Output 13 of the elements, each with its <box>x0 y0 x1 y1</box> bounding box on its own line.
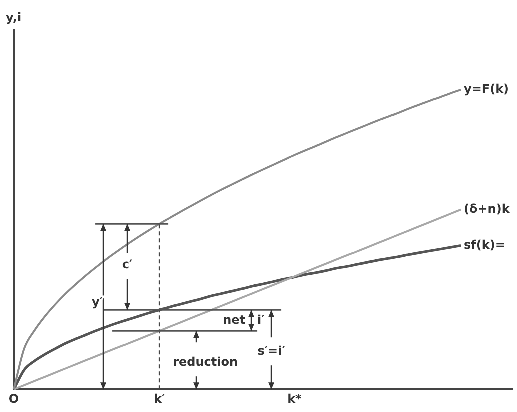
annotation: s′=i′ <box>258 344 286 358</box>
annotation: i′ <box>258 312 265 327</box>
series-label: sf(k)= <box>464 238 506 252</box>
x-tick-label: k′ <box>154 392 166 406</box>
text: y,i <box>6 10 22 24</box>
annotation: net <box>223 312 246 327</box>
series-label: (δ+n)k <box>464 202 511 216</box>
x-tick-label: k* <box>288 392 303 406</box>
annotation: reduction <box>173 354 238 369</box>
series-label: y=F(k) <box>464 82 510 96</box>
x-tick-label: O <box>8 392 20 406</box>
annotation: c′ <box>122 257 133 272</box>
annotation: y′ <box>92 295 104 310</box>
